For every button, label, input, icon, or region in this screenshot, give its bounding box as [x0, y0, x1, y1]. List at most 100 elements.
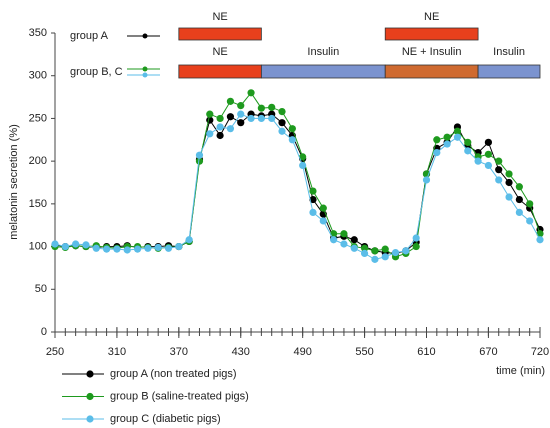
- legend-label: group B (saline-treated pigs): [110, 390, 249, 402]
- data-point: [309, 195, 317, 204]
- data-point: [371, 255, 379, 263]
- y-tick-label: 0: [41, 326, 47, 338]
- y-tick-label: 150: [29, 198, 47, 210]
- data-point: [92, 244, 100, 252]
- data-point: [402, 247, 410, 255]
- data-point: [474, 157, 482, 165]
- data-point: [495, 166, 503, 174]
- data-point: [237, 102, 245, 110]
- data-point: [433, 149, 441, 157]
- data-point: [495, 157, 503, 165]
- data-point: [195, 151, 204, 159]
- data-point: [123, 246, 131, 254]
- data-point: [453, 127, 462, 135]
- data-point: [340, 230, 348, 238]
- data-point: [61, 242, 69, 251]
- x-tick-label: 430: [232, 346, 250, 358]
- data-point: [195, 157, 204, 165]
- data-point: [175, 242, 183, 251]
- data-point: [319, 217, 327, 225]
- data-point: [360, 249, 369, 258]
- x-tick-label: 550: [355, 346, 373, 358]
- timeline-segment: [178, 64, 262, 79]
- data-point: [412, 234, 420, 242]
- data-point: [164, 244, 173, 252]
- data-point: [51, 240, 59, 248]
- data-point: [453, 133, 462, 141]
- x-tick-label: 490: [293, 346, 311, 358]
- timeline-segment: [178, 27, 262, 41]
- timeline-segment: [384, 27, 479, 41]
- series-line: [54, 91, 541, 258]
- data-point: [257, 104, 265, 112]
- data-point: [299, 153, 307, 161]
- data-point: [154, 243, 162, 252]
- y-tick-label: 100: [29, 240, 47, 252]
- legend-marker: [86, 370, 94, 378]
- x-tick-label: 670: [479, 346, 497, 358]
- data-point: [278, 107, 286, 116]
- row-key-marker: [142, 33, 148, 39]
- data-point: [237, 110, 245, 118]
- data-point: [536, 236, 544, 244]
- data-point: [464, 138, 472, 146]
- data-point: [206, 110, 214, 118]
- row-key-marker: [142, 72, 148, 78]
- timeline-row-label: group B, C: [70, 66, 123, 78]
- legend-marker: [86, 415, 94, 423]
- data-point: [371, 247, 379, 255]
- timeline-segment-label: NE: [424, 11, 439, 23]
- data-point: [505, 193, 513, 201]
- data-point: [330, 236, 338, 244]
- series-line: [54, 113, 541, 254]
- data-point: [391, 248, 400, 257]
- timeline-segment-label: NE + Insulin: [402, 46, 462, 58]
- data-point: [257, 114, 265, 123]
- data-point: [278, 119, 286, 127]
- legend-label: group A (non treated pigs): [110, 368, 237, 380]
- data-point: [102, 245, 111, 253]
- y-tick-label: 200: [29, 155, 47, 167]
- data-point: [144, 244, 152, 252]
- data-point: [237, 119, 245, 127]
- data-point: [185, 236, 193, 244]
- data-point: [309, 208, 317, 216]
- data-point: [350, 244, 358, 252]
- data-point: [495, 176, 503, 184]
- data-point: [299, 161, 307, 170]
- data-point: [226, 97, 235, 105]
- data-point: [113, 245, 121, 253]
- data-point: [484, 138, 493, 146]
- data-point: [340, 240, 348, 248]
- timeline-segment: [477, 64, 541, 79]
- legend-label: group C (diabetic pigs): [110, 413, 221, 425]
- x-tick-label: 610: [417, 346, 435, 358]
- data-point: [216, 131, 224, 140]
- data-point: [319, 204, 327, 212]
- data-point: [515, 208, 523, 216]
- data-point: [381, 253, 389, 261]
- data-point: [350, 236, 358, 244]
- data-point: [278, 127, 286, 135]
- y-tick-label: 50: [35, 283, 47, 295]
- data-point: [360, 244, 369, 252]
- data-point: [505, 170, 513, 178]
- y-tick-label: 350: [29, 27, 47, 39]
- data-point: [268, 103, 276, 111]
- data-point: [484, 161, 493, 170]
- timeline-segment-label: Insulin: [493, 46, 525, 58]
- y-axis-label: melatonin secretion (%): [8, 124, 20, 240]
- data-point: [484, 150, 493, 158]
- data-point: [309, 187, 317, 195]
- data-point: [247, 89, 255, 97]
- data-point: [216, 114, 224, 123]
- data-point: [381, 245, 389, 253]
- data-point: [526, 200, 534, 208]
- data-point: [82, 241, 90, 249]
- data-point: [515, 195, 523, 204]
- row-key-marker: [142, 66, 148, 72]
- data-point: [288, 125, 296, 133]
- data-point: [443, 133, 451, 141]
